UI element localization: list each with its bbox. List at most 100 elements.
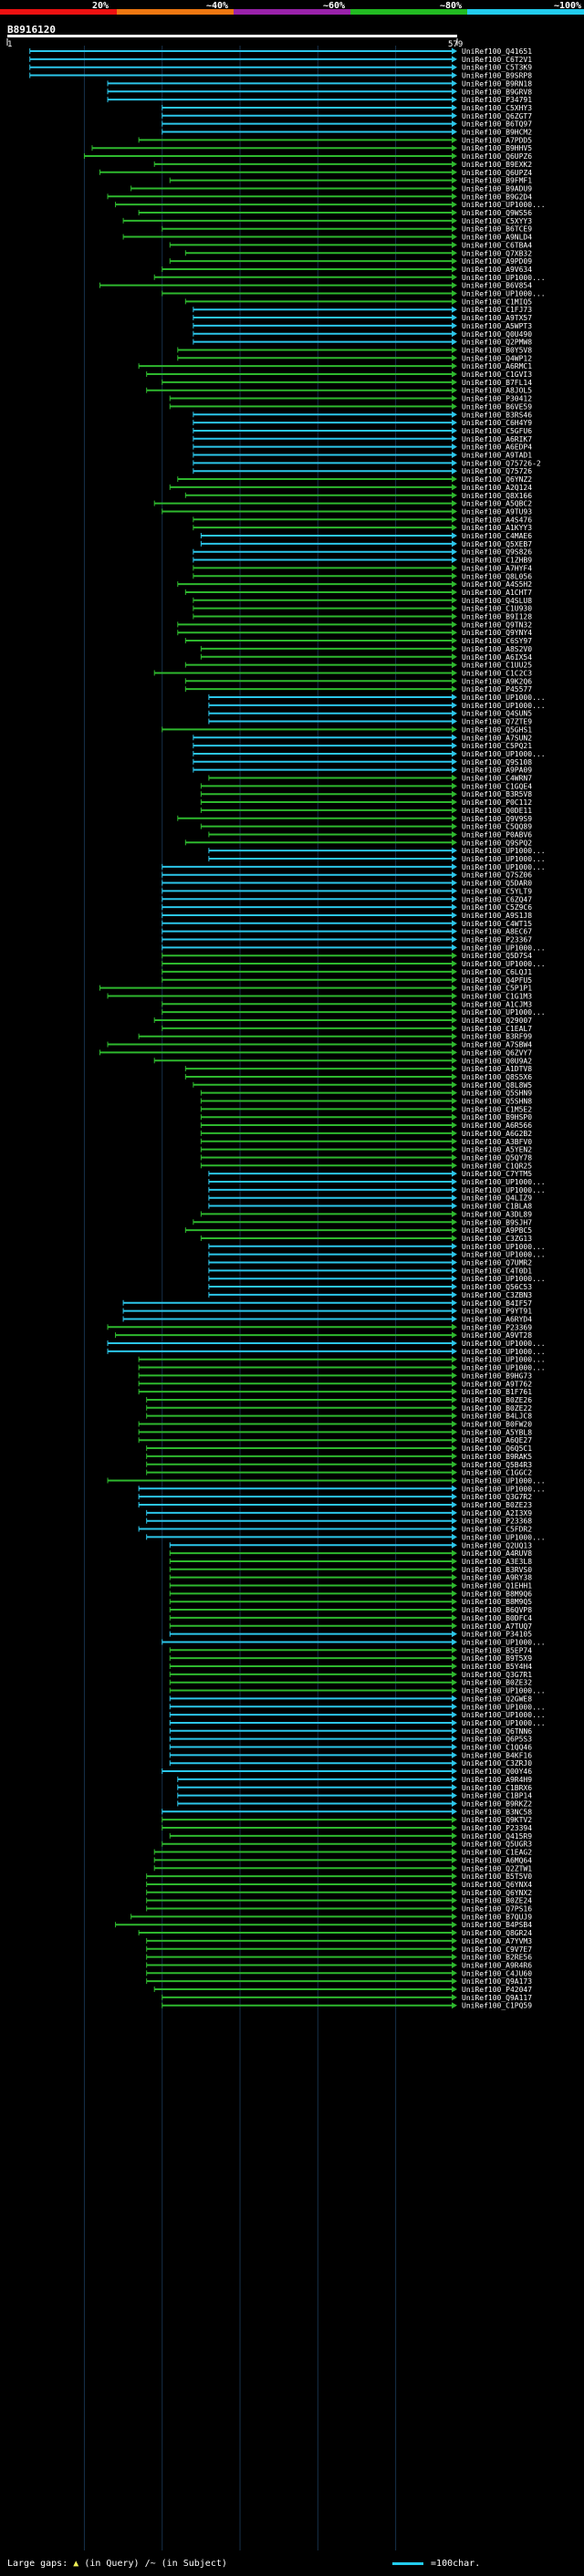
hit-arrowhead — [452, 492, 457, 499]
hit-arrowhead — [452, 387, 457, 394]
hit-label: UniRef100_B0ZE22 — [462, 1404, 532, 1413]
hit-arrowhead — [452, 1041, 457, 1048]
hit-label: UniRef100_B9I128 — [462, 613, 532, 621]
hit-arrowhead — [452, 1533, 457, 1540]
hit-label: UniRef100_C6T2V1 — [462, 56, 532, 64]
color-scale-segment — [234, 9, 350, 15]
hit-arrowhead — [452, 1203, 457, 1210]
hit-label: UniRef100_B6VE59 — [462, 402, 532, 411]
hit-arrowhead — [452, 1308, 457, 1315]
hit-arrowhead — [452, 1113, 457, 1121]
color-scale-segment — [0, 9, 117, 15]
hit-label: UniRef100_UP1000... — [462, 1243, 546, 1251]
hit-label: UniRef100_Q6UPZ4 — [462, 169, 532, 177]
hit-arrowhead — [452, 330, 457, 338]
hit-label: UniRef100_UP1000... — [462, 702, 546, 710]
hit-label: UniRef100_B3R5V8 — [462, 790, 532, 798]
hit-label: UniRef100_Q5UGR3 — [462, 1841, 532, 1849]
hit-arrowhead — [452, 637, 457, 644]
hit-arrowhead — [452, 976, 457, 984]
hit-label: UniRef100_B9HCM2 — [462, 129, 532, 137]
hit-label: UniRef100_UP1000... — [462, 1485, 546, 1493]
hit-arrowhead — [452, 1057, 457, 1064]
hit-label: UniRef100_A5WPT3 — [462, 322, 532, 330]
hit-arrowhead — [452, 1986, 457, 1993]
hit-label: UniRef100_A5QBC2 — [462, 500, 532, 508]
hit-arrowhead — [452, 1138, 457, 1145]
hit-label: UniRef100_B0DFC4 — [462, 1614, 532, 1622]
hit-label: UniRef100_C6ZQ47 — [462, 895, 532, 903]
hit-arrowhead — [452, 79, 457, 87]
hit-label: UniRef100_UP1000... — [462, 944, 546, 952]
hit-arrowhead — [452, 112, 457, 120]
hit-arrowhead — [452, 775, 457, 781]
hit-label: UniRef100_B9SJH7 — [462, 1218, 532, 1226]
hit-arrowhead — [452, 1033, 457, 1040]
hit-label: UniRef100_C1EAG2 — [462, 1849, 532, 1857]
hit-label: UniRef100_Q6YNX2 — [462, 1889, 532, 1897]
hit-label: UniRef100_A9TX57 — [462, 314, 532, 322]
hit-label: UniRef100_Q2GWE8 — [462, 1695, 532, 1703]
hit-arrowhead — [452, 427, 457, 434]
hit-arrowhead — [452, 104, 457, 111]
scale-start-label: 1 — [7, 40, 13, 49]
hit-arrowhead — [452, 1727, 457, 1735]
hit-arrowhead — [452, 1299, 457, 1307]
hit-arrowhead — [452, 1162, 457, 1169]
hit-arrowhead — [452, 257, 457, 265]
hit-label: UniRef100_P0C112 — [462, 798, 532, 807]
hit-label: UniRef100_C6LQJ1 — [462, 968, 532, 976]
hit-arrowhead — [452, 1436, 457, 1444]
hit-label: UniRef100_UP1000... — [462, 1348, 546, 1356]
hit-arrowhead — [452, 985, 457, 992]
hit-arrowhead — [452, 1631, 457, 1638]
hit-label: UniRef100_C4WRN7 — [462, 775, 532, 783]
hit-arrowhead — [452, 1235, 457, 1242]
hit-arrowhead — [452, 1638, 457, 1645]
hit-arrowhead — [452, 1048, 457, 1056]
hit-label: UniRef100_Q6Q5C1 — [462, 1444, 532, 1453]
hit-label: UniRef100_P45577 — [462, 685, 532, 694]
hit-arrowhead — [452, 1703, 457, 1710]
hit-label: UniRef100_Q415R9 — [462, 1832, 532, 1841]
hit-label: UniRef100_A7HYF4 — [462, 564, 532, 572]
hit-label: UniRef100_A7PDD5 — [462, 136, 532, 144]
hit-arrowhead — [452, 1251, 457, 1258]
hit-label: UniRef100_A1KYY3 — [462, 524, 532, 532]
hit-label: UniRef100_C1BLA8 — [462, 1203, 532, 1211]
hit-arrowhead — [452, 1461, 457, 1468]
hit-arrowhead — [452, 1509, 457, 1517]
hit-label: UniRef100_A6G2B2 — [462, 1130, 532, 1138]
hit-label: UniRef100_Q9A173 — [462, 1977, 532, 1986]
hit-arrowhead — [452, 645, 457, 652]
hit-label: UniRef100_A9VT28 — [462, 1331, 532, 1340]
hit-label: UniRef100_Q6YNX4 — [462, 1881, 532, 1889]
hit-arrowhead — [452, 1348, 457, 1355]
hit-arrowhead — [452, 1105, 457, 1112]
hit-label: UniRef100_Q41651 — [462, 47, 532, 56]
hit-arrowhead — [452, 1098, 457, 1104]
hit-arrowhead — [452, 807, 457, 814]
hit-arrowhead — [452, 1606, 457, 1613]
hit-label: UniRef100_P0ABV6 — [462, 830, 532, 839]
hit-arrowhead — [452, 452, 457, 458]
hit-arrowhead — [452, 880, 457, 887]
hit-arrowhead — [452, 152, 457, 160]
hit-label: UniRef100_Q5D7S4 — [462, 952, 532, 960]
hit-label: UniRef100_Q56C53 — [462, 1283, 532, 1291]
hit-label: UniRef100_A2Q124 — [462, 484, 532, 492]
hit-arrowhead — [452, 435, 457, 443]
hit-arrowhead — [452, 209, 457, 216]
hit-arrowhead — [452, 1275, 457, 1282]
hit-arrowhead — [452, 1719, 457, 1726]
hit-arrowhead — [452, 161, 457, 168]
hit-label: UniRef100_UP1000... — [462, 274, 546, 282]
hit-arrowhead — [452, 1259, 457, 1266]
hit-arrowhead — [452, 1961, 457, 1968]
scale-end-label: 579 — [448, 40, 464, 49]
hit-label: UniRef100_B8M9Q5 — [462, 1598, 532, 1606]
hit-label: UniRef100_P23367 — [462, 936, 532, 944]
hit-label: UniRef100_A9PA09 — [462, 767, 532, 775]
hit-arrowhead — [452, 960, 457, 967]
hit-arrowhead — [452, 580, 457, 588]
